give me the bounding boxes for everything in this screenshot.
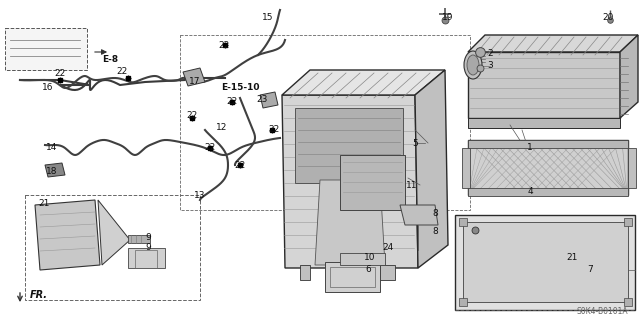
Polygon shape [620,35,638,118]
Text: 5: 5 [412,138,418,147]
Text: 16: 16 [42,83,54,92]
Polygon shape [468,140,628,195]
Text: 23: 23 [256,95,268,105]
Bar [624,298,632,306]
Polygon shape [45,163,65,177]
Polygon shape [468,118,620,128]
Text: E-8: E-8 [102,56,118,64]
Bar [325,262,380,292]
Bar [25,195,200,300]
Text: 22: 22 [234,160,246,169]
Text: 8: 8 [432,227,438,236]
Text: 21: 21 [38,199,50,209]
Text: 22: 22 [116,68,127,77]
Text: 17: 17 [189,78,201,86]
Text: 15: 15 [262,13,274,23]
Text: 21: 21 [566,254,578,263]
Text: S0K4-B0101A: S0K4-B0101A [577,308,628,316]
Bar [180,35,470,210]
Text: 12: 12 [216,123,228,132]
Ellipse shape [464,51,482,79]
Text: 22: 22 [218,41,230,49]
Bar [128,235,150,243]
Polygon shape [468,140,628,148]
Polygon shape [455,215,635,310]
Text: 18: 18 [46,167,58,176]
Bar [462,148,470,188]
Bar [459,218,467,226]
Polygon shape [468,188,628,196]
Polygon shape [380,265,395,280]
Text: 8: 8 [432,209,438,218]
Text: 4: 4 [527,188,533,197]
Polygon shape [282,70,445,95]
Text: 10: 10 [364,254,376,263]
Text: 9: 9 [145,233,151,241]
Text: 3: 3 [487,62,493,70]
Text: 24: 24 [382,243,394,253]
Polygon shape [300,265,310,280]
Polygon shape [35,200,100,270]
Bar [135,250,157,268]
Polygon shape [315,180,385,265]
Polygon shape [260,92,278,108]
Bar [340,253,385,265]
Bar [5,28,87,70]
Text: 20: 20 [602,13,614,23]
Text: 22: 22 [54,70,66,78]
Ellipse shape [467,55,479,75]
Text: 9: 9 [145,242,151,251]
Polygon shape [468,35,638,52]
Text: 6: 6 [365,265,371,275]
Bar [330,267,375,287]
Text: 19: 19 [442,13,454,23]
Bar [463,222,628,302]
Polygon shape [128,248,165,268]
Bar [340,155,405,210]
Text: FR.: FR. [30,290,48,300]
Text: 22: 22 [186,112,198,121]
Polygon shape [98,200,130,265]
Text: 22: 22 [268,125,280,135]
Text: 2: 2 [487,49,493,58]
Text: 22: 22 [227,98,237,107]
Text: 1: 1 [527,144,533,152]
Polygon shape [468,52,620,118]
Bar [459,298,467,306]
Polygon shape [415,70,448,268]
Text: 7: 7 [587,265,593,275]
Polygon shape [183,68,205,86]
Text: 14: 14 [46,144,58,152]
Bar [624,218,632,226]
Polygon shape [282,95,418,268]
Text: E-15-10: E-15-10 [221,84,259,93]
Text: 11: 11 [406,181,418,189]
Polygon shape [400,205,438,225]
Text: 22: 22 [204,144,216,152]
Text: 13: 13 [195,190,205,199]
Bar [295,108,403,183]
Bar [628,148,636,188]
